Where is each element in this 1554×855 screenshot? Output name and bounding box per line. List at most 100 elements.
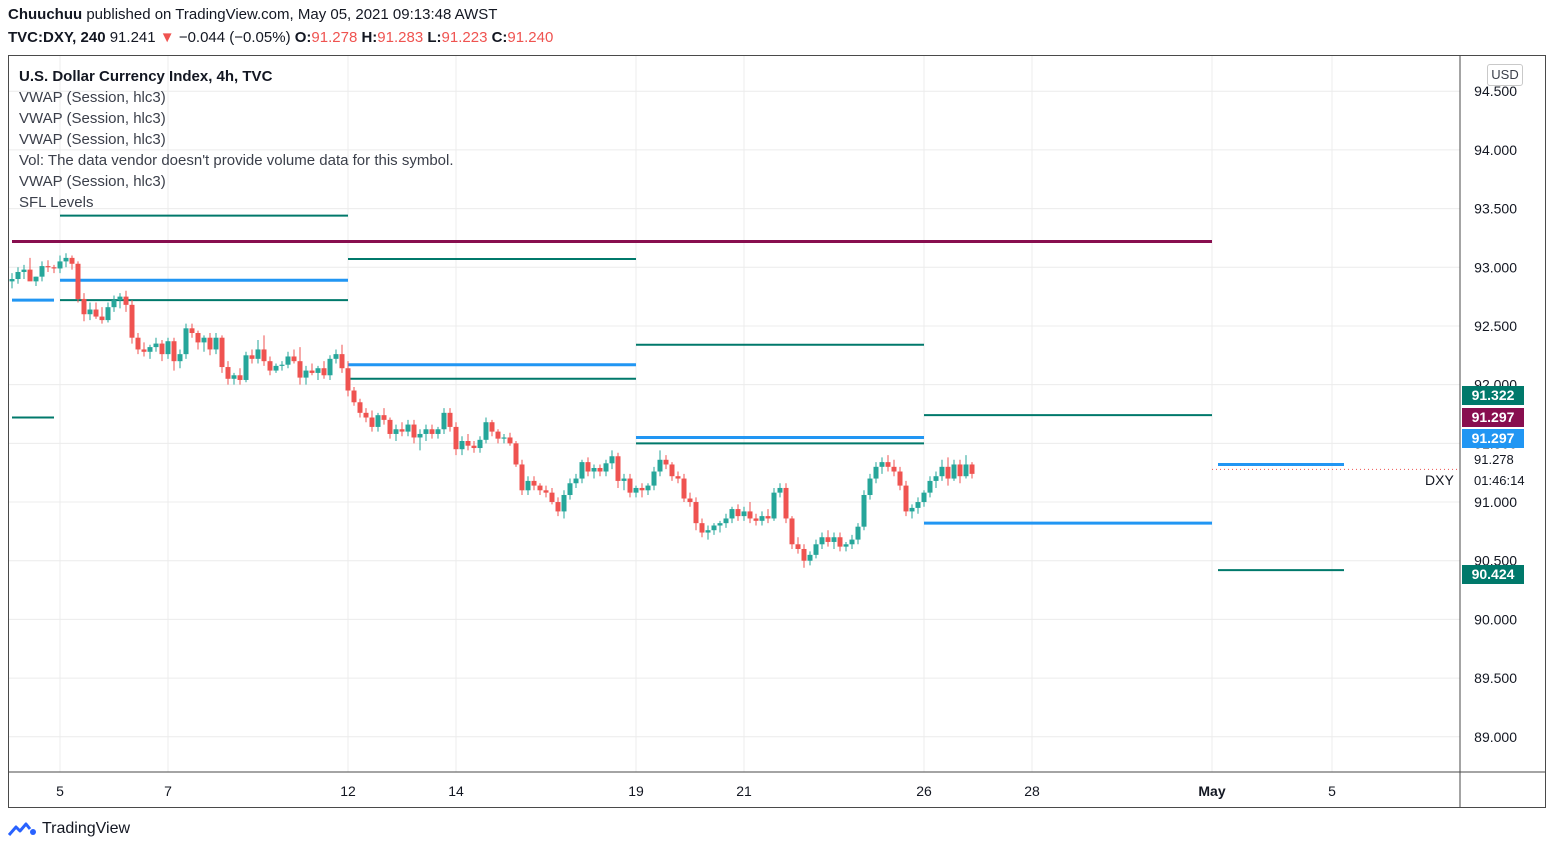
candle-body (333, 354, 339, 359)
candle-body (141, 349, 147, 352)
candle-body (819, 537, 825, 545)
x-tick-label: 19 (628, 783, 644, 799)
candle-body (123, 296, 129, 305)
candle-body (303, 370, 309, 378)
candle-body (387, 419, 393, 434)
candle-body (561, 494, 567, 512)
candle-body (231, 375, 237, 379)
candle-body (501, 437, 507, 439)
candle-body (849, 539, 855, 545)
candle-body (375, 415, 381, 427)
candle-body (105, 307, 111, 321)
candle-body (495, 431, 501, 439)
candle-body (423, 429, 429, 434)
candle-body (717, 523, 723, 526)
x-tick-label: 12 (340, 783, 356, 799)
candle-body (393, 429, 399, 434)
candle-body (825, 537, 831, 542)
candle-body (93, 309, 99, 317)
candle-body (771, 492, 777, 519)
candle-body (807, 554, 813, 561)
candle-body (549, 492, 555, 503)
candle-body (27, 269, 33, 282)
candle-body (459, 440, 465, 450)
price-tag-support: 90.424 (1462, 565, 1524, 584)
candle-body (699, 523, 705, 533)
candle-body (447, 412, 453, 427)
candle-body (411, 424, 417, 438)
candle-body (873, 466, 879, 479)
candle-body (783, 487, 789, 519)
x-tick-label: 26 (916, 783, 932, 799)
x-tick-label: May (1198, 783, 1225, 799)
legend-item-volume[interactable]: Vol: The data vendor doesn't provide vol… (19, 152, 454, 169)
countdown-label: 01:46:14 (1474, 473, 1525, 488)
candle-body (405, 424, 411, 432)
candle-body (261, 349, 267, 362)
candle-body (195, 333, 201, 343)
ohlc-header: TVC:DXY, 240 91.241 ▼ −0.044 (−0.05%) O:… (8, 29, 553, 46)
candle-body (81, 298, 87, 315)
candle-body (99, 316, 105, 321)
candle-body (429, 429, 435, 434)
candle-body (267, 361, 273, 371)
candle-body (657, 459, 663, 472)
candle-body (927, 480, 933, 493)
candle-body (675, 476, 681, 479)
legend-item-vwap-2[interactable]: VWAP (Session, hlc3) (19, 110, 166, 127)
legend-item-vwap-1[interactable]: VWAP (Session, hlc3) (19, 89, 166, 106)
author-name[interactable]: Chuuchuu (8, 6, 83, 23)
y-tick-label: 90.000 (1474, 611, 1517, 627)
candle-body (681, 478, 687, 499)
y-tick-label: 94.000 (1474, 142, 1517, 158)
legend-item-sfl-levels[interactable]: SFL Levels (19, 194, 94, 211)
candle-body (897, 471, 903, 486)
indicator-legend: U.S. Dollar Currency Index, 4h, TVC VWAP… (19, 66, 454, 213)
candle-body (177, 354, 183, 362)
tradingview-logo[interactable]: TradingView (8, 820, 130, 838)
candle-body (507, 437, 513, 444)
candle-body (15, 271, 21, 280)
candle-body (567, 483, 573, 495)
candle-body (645, 485, 651, 491)
x-tick-label: 5 (1328, 783, 1336, 799)
candle-body (369, 417, 375, 427)
candle-body (171, 341, 177, 362)
candle-body (297, 361, 303, 378)
candle-body (885, 462, 891, 467)
candle-body (33, 276, 39, 282)
y-tick-label: 94.500 (1474, 83, 1517, 99)
candle-body (237, 375, 243, 380)
candle-body (603, 463, 609, 472)
candle-body (855, 526, 861, 540)
candle-body (843, 544, 849, 547)
candle-body (135, 337, 141, 350)
candle-body (687, 498, 693, 503)
x-tick-label: 21 (736, 783, 752, 799)
candle-body (765, 516, 771, 519)
candle-body (363, 412, 369, 418)
candle-body (489, 422, 495, 432)
candle-body (789, 518, 795, 545)
candle-body (663, 459, 669, 465)
currency-button[interactable]: USD (1487, 64, 1523, 86)
candle-body (147, 347, 153, 352)
legend-item-vwap-3[interactable]: VWAP (Session, hlc3) (19, 131, 166, 148)
down-arrow-icon: ▼ (159, 29, 175, 46)
x-tick-label: 14 (448, 783, 464, 799)
low-label: L: (427, 29, 442, 46)
candle-body (585, 462, 591, 472)
candle-body (945, 466, 951, 479)
candle-body (159, 343, 165, 355)
candle-body (591, 467, 597, 472)
last-price-label: 91.278 (1474, 452, 1514, 467)
candle-body (957, 464, 963, 477)
open-value: 91.278 (311, 29, 358, 46)
legend-title[interactable]: U.S. Dollar Currency Index, 4h, TVC (19, 68, 273, 85)
candle-body (723, 518, 729, 524)
candle-body (435, 429, 441, 434)
legend-item-vwap-4[interactable]: VWAP (Session, hlc3) (19, 173, 166, 190)
close-label: C: (491, 29, 508, 46)
candle-body (351, 390, 357, 403)
candle-body (477, 439, 483, 449)
